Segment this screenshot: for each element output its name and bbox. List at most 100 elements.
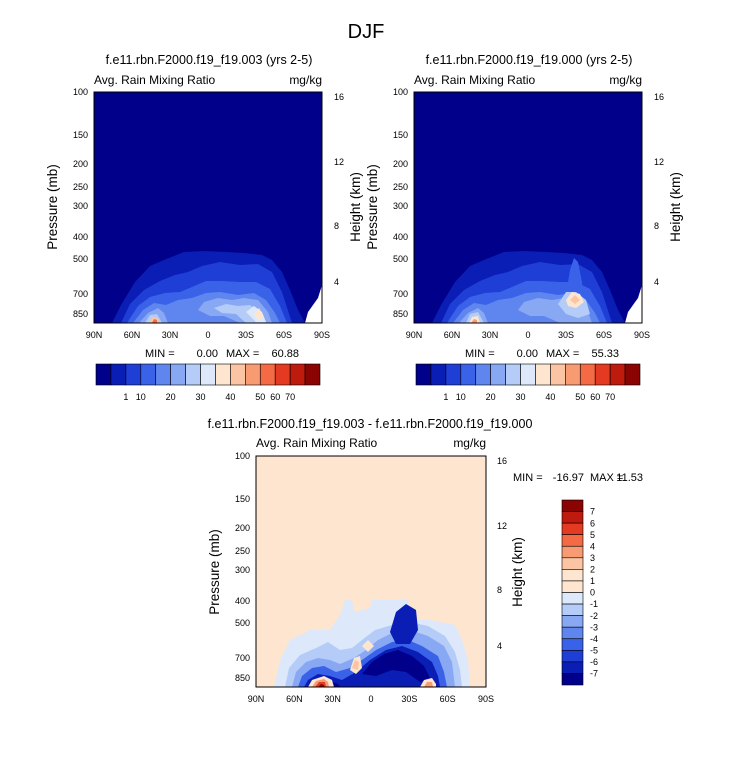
panel-2-xticks: 90N 60N 30N 0 30S 60S 90S xyxy=(406,330,650,340)
panel-2-y2tick-0: 16 xyxy=(654,92,664,102)
panel-1-ylabel: Pressure (mb) xyxy=(45,164,60,250)
panel-3-colorbar-label-12: -5 xyxy=(590,645,598,655)
panel-3-ylabel: Pressure (mb) xyxy=(207,529,222,615)
panel-3-colorbar-cell-10 xyxy=(561,615,584,628)
panel-1-colorbar-cell-10 xyxy=(245,363,261,386)
panel-2-contour-13 xyxy=(471,319,477,323)
panel-1-ytick-1: 150 xyxy=(73,130,88,140)
panel-2-min-value: 0.00 xyxy=(517,348,538,360)
panel-2-contour-10 xyxy=(570,295,580,304)
panel-1-ytick-6: 500 xyxy=(73,254,88,264)
panel-2-ytick-8: 850 xyxy=(393,309,408,319)
panel-3-colorbar-cell-4 xyxy=(561,545,584,559)
panel-1-xtick-4: 30S xyxy=(238,330,254,340)
panel-3-ytick-6: 500 xyxy=(235,618,250,628)
panel-1-ytick-0: 100 xyxy=(73,87,88,97)
panel-1-y2tick-3: 4 xyxy=(334,277,339,287)
panel-1-xticks: 90N 60N 30N 0 30S 60S 90S xyxy=(86,330,330,340)
panel-3-colorbar-cell-5 xyxy=(561,557,584,570)
panel-1-colorbar-cell-6 xyxy=(185,363,201,386)
panel-1-xtick-1: 60N xyxy=(124,330,141,340)
panel-1-colorbar-cell-3 xyxy=(140,363,157,386)
panel-1-colorbar-label-2: 20 xyxy=(166,392,176,402)
panel-3-frame xyxy=(255,455,487,688)
panel-2-colorbar-label-7: 70 xyxy=(605,392,615,402)
panel-2-ytick-0: 100 xyxy=(393,87,408,97)
panel-2-xtick-6: 90S xyxy=(634,330,650,340)
panel-3-colorbar-cell-1 xyxy=(561,511,584,524)
panel-2-xtick-3: 0 xyxy=(525,330,530,340)
panel-2-ytick-1: 150 xyxy=(393,130,408,140)
panel-1-xtick-3: 0 xyxy=(205,330,210,340)
panel-2-xtick-5: 60S xyxy=(596,330,612,340)
panel-1-colorbar-label-4: 40 xyxy=(225,392,235,402)
panel-2-colorbar-cell-2 xyxy=(445,363,462,386)
panel-3-colorbar-cell-7 xyxy=(561,580,584,593)
panel-1-colorbar-label-5: 50 xyxy=(255,392,265,402)
panel-2-colorbar-label-6: 60 xyxy=(590,392,600,402)
panel-1-colorbar: 1 10 20 30 40 50 60 70 xyxy=(95,363,321,402)
panel-3-y2tick-3: 4 xyxy=(497,641,502,651)
panel-1-colorbar-label-0: 1 xyxy=(123,392,128,402)
panel-3-stats: MIN = -16.97 MAX = 11.53 xyxy=(513,472,643,484)
panel-1-colorbar-cell-2 xyxy=(125,363,142,386)
panel-3-min-value: -16.97 xyxy=(553,472,584,484)
panel-3-contour-18 xyxy=(362,640,374,652)
panel-2-ytick-7: 700 xyxy=(393,289,408,299)
panel-3-colorbar-label-3: 4 xyxy=(590,541,595,551)
panel-2-xtick-1: 60N xyxy=(444,330,461,340)
panel-3-colorbar-label-10: -3 xyxy=(590,622,598,632)
panel-1-title: f.e11.rbn.F2000.f19_f19.003 (yrs 2-5) xyxy=(106,53,313,67)
panel-1-colorbar-cell-14 xyxy=(304,363,321,386)
panel-1-xtick-6: 90S xyxy=(314,330,330,340)
panel-3-colorbar-cell-13 xyxy=(561,650,584,663)
panel-2-terrain xyxy=(625,285,642,323)
panel-3-xtick-4: 30S xyxy=(401,694,417,704)
panel-2-ytick-6: 500 xyxy=(393,254,408,264)
panel-3-colorbar-label-9: -2 xyxy=(590,611,598,621)
panel-1-colorbar-cell-11 xyxy=(259,363,276,386)
panel-3-colorbar-label-11: -4 xyxy=(590,634,598,644)
panel-1-y2tick-2: 8 xyxy=(334,221,339,231)
panel-1-colorbar-label-6: 60 xyxy=(270,392,280,402)
panel-3: f.e11.rbn.F2000.f19_f19.003 - f.e11.rbn.… xyxy=(207,417,643,704)
panel-3-colorbar-cell-9 xyxy=(561,603,584,616)
panel-3-colorbar-cell-15 xyxy=(561,673,584,686)
panel-2-colorbar-cell-6 xyxy=(505,363,521,386)
panel-3-colorbar-cell-14 xyxy=(561,661,584,674)
panel-3-colorbar-label-8: -1 xyxy=(590,599,598,609)
panel-3-colorbar-cell-3 xyxy=(561,534,584,547)
panel-2-stats: MIN = 0.00 MAX = 55.33 xyxy=(465,348,619,360)
panel-1-contour-9 xyxy=(254,308,264,321)
panel-3-colorbar-label-1: 6 xyxy=(590,518,595,528)
panel-2-ylabel: Pressure (mb) xyxy=(365,164,380,250)
panel-1-ytick-8: 850 xyxy=(73,309,88,319)
panel-3-max-label: MAX = xyxy=(590,472,623,484)
panel-1-y2label: Height (km) xyxy=(348,172,363,242)
panel-3-left-label: Avg. Rain Mixing Ratio xyxy=(256,436,377,450)
panel-1-colorbar-cell-9 xyxy=(230,363,246,386)
panel-1-ytick-3: 250 xyxy=(73,182,88,192)
panel-1-colorbar-cell-0 xyxy=(95,363,112,386)
panel-3-colorbar-cell-8 xyxy=(561,592,584,605)
panel-1-colorbar-cell-12 xyxy=(274,363,291,386)
panel-3-xtick-3: 0 xyxy=(368,694,373,704)
panel-1-max-label: MAX = xyxy=(226,348,259,360)
panel-1-colorbar-label-3: 30 xyxy=(196,392,206,402)
panel-2-right-label: mg/kg xyxy=(609,73,642,87)
panel-1-ytick-2: 200 xyxy=(73,159,88,169)
panel-1-ytick-7: 700 xyxy=(73,289,88,299)
panel-1-stats: MIN = 0.00 MAX = 60.88 xyxy=(145,348,299,360)
panel-2-ytick-2: 200 xyxy=(393,159,408,169)
panel-3-contour-11 xyxy=(352,660,359,670)
panel-2-contour-7 xyxy=(566,258,584,303)
panel-3-contour-15 xyxy=(318,684,324,687)
panel-1-left-label: Avg. Rain Mixing Ratio xyxy=(94,73,215,87)
panel-3-colorbar-label-4: 3 xyxy=(590,553,595,563)
panel-2-colorbar-label-1: 10 xyxy=(456,392,466,402)
panel-3-contour-9 xyxy=(390,604,418,644)
panel-3-ytick-1: 150 xyxy=(235,494,250,504)
panel-1-colorbar-cell-8 xyxy=(215,363,231,386)
panel-3-colorbar: 7 6 5 4 3 2 1 0 -1 -2 -3 -4 -5 -6 -7 xyxy=(561,499,598,686)
panel-3-colorbar-label-5: 2 xyxy=(590,565,595,575)
